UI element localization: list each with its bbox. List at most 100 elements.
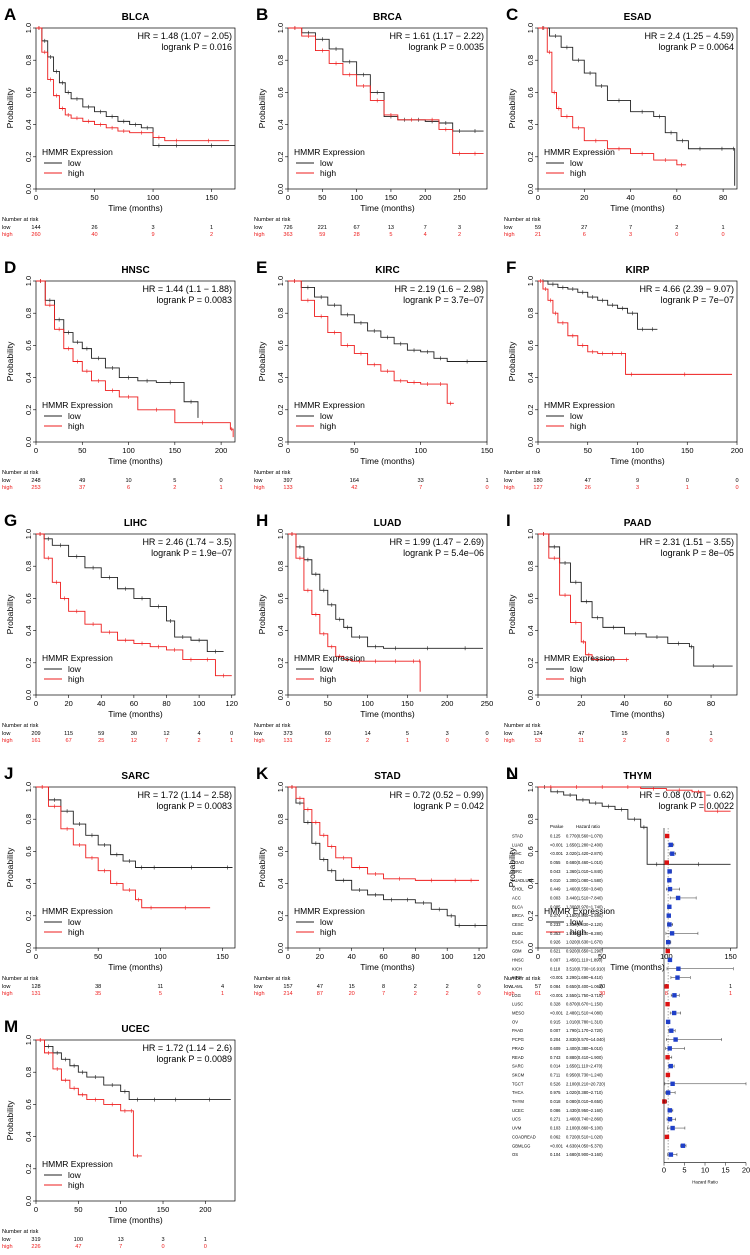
x-tick-label: 150: [724, 952, 737, 961]
forest-row-hr-text: 1.020(0.630~1.670): [566, 940, 603, 945]
risk-count-low: 11: [157, 984, 163, 990]
risk-table-title: Number at risk: [504, 470, 541, 476]
forest-point: [662, 1099, 667, 1104]
panel-title: ESAD: [624, 12, 652, 23]
x-tick-label: 100: [361, 699, 374, 708]
risk-count-high: 1: [221, 991, 224, 997]
risk-count-low: 5: [406, 731, 409, 737]
legend-title: HMMR Expression: [42, 653, 113, 663]
risk-count-low: 157: [283, 984, 292, 990]
forest-row-pvalue: 0.103: [550, 1126, 561, 1131]
forest-row-name: ACC: [512, 895, 521, 900]
risk-row-label-low: low: [2, 225, 11, 231]
panel-letter: N: [506, 764, 518, 783]
forest-row-name: UVM: [512, 1126, 522, 1131]
y-axis-label: Probability: [257, 594, 267, 634]
survival-curve-high: [36, 1039, 142, 1157]
y-axis-label: Probability: [257, 88, 267, 128]
y-tick-label: 0.8: [24, 561, 33, 571]
risk-count-low: 13: [388, 225, 394, 231]
y-tick-label: 0.6: [526, 846, 535, 856]
panel-title: UCEC: [121, 1024, 149, 1035]
x-tick-label: 200: [419, 193, 432, 202]
plot-frame: [537, 280, 738, 443]
y-tick-label: 1.0: [24, 1035, 33, 1045]
x-tick-label: 50: [78, 446, 86, 455]
x-tick-label: 40: [620, 699, 628, 708]
forest-row-pvalue: 0.609: [550, 1046, 561, 1051]
forest-plot-panel: N Pvalue Hazard ratio STAD 0.125 0.770(0.560~…: [506, 764, 750, 1185]
risk-count-high: 2: [623, 738, 626, 744]
y-tick-label: 0.4: [526, 625, 535, 635]
x-tick-label: 0: [34, 699, 38, 708]
risk-count-low: 60: [325, 731, 331, 737]
risk-count-high: 2: [173, 485, 176, 491]
risk-count-low: 38: [95, 984, 101, 990]
forest-row-pvalue: 0.043: [550, 869, 561, 874]
hazard-ratio-text: HR = 1.48 (1.07 − 2.05): [137, 31, 232, 41]
x-tick-label: 0: [34, 1205, 38, 1214]
panel-title: SARC: [121, 771, 149, 782]
forest-x-tick-label: 10: [701, 1166, 709, 1175]
forest-point: [675, 895, 681, 901]
risk-count-low: 0: [686, 478, 689, 484]
forest-row-name: BRCA: [512, 913, 524, 918]
forest-row-hr-text: 1.300(1.080~1.580): [566, 878, 603, 883]
risk-count-low: 1: [709, 731, 712, 737]
x-axis-label: Time (months): [108, 709, 163, 719]
y-tick-label: 1.0: [276, 276, 285, 286]
legend-title: HMMR Expression: [42, 906, 113, 916]
risk-table-title: Number at risk: [2, 1229, 39, 1235]
y-tick-label: 0.4: [276, 119, 285, 129]
risk-count-high: 2: [458, 232, 461, 238]
legend-title: HMMR Expression: [544, 147, 615, 157]
forest-row-name: CHOL: [512, 887, 524, 892]
x-tick-label: 20: [577, 699, 585, 708]
risk-count-low: 8: [382, 984, 385, 990]
forest-row-pvalue: <0.001: [550, 842, 564, 847]
forest-row-pvalue: 0.915: [550, 1019, 561, 1024]
forest-point: [675, 975, 680, 980]
hazard-ratio-text: HR = 1.61 (1.17 − 2.22): [389, 31, 484, 41]
risk-count-high: 3: [629, 232, 632, 238]
risk-count-high: 11: [578, 738, 584, 744]
x-tick-label: 200: [441, 699, 454, 708]
x-tick-label: 150: [681, 446, 694, 455]
y-tick-label: 0.2: [526, 911, 535, 921]
risk-count-low: 1: [722, 225, 725, 231]
y-axis-label: Probability: [5, 1100, 15, 1140]
x-tick-label: 20: [316, 952, 324, 961]
forest-row-name: UCEC: [512, 1108, 524, 1113]
x-axis-label: Time (months): [108, 962, 163, 972]
risk-row-label-low: low: [504, 225, 513, 231]
y-tick-label: 0.4: [276, 625, 285, 635]
forest-row-name: SARC: [512, 1064, 524, 1069]
risk-count-high: 47: [75, 1244, 81, 1250]
legend-title: HMMR Expression: [294, 400, 365, 410]
forest-row-hr-text: 1.460(0.550~3.840): [566, 887, 603, 892]
risk-count-low: 1: [485, 478, 488, 484]
survival-curve-high: [288, 786, 480, 881]
risk-count-high: 30: [599, 991, 605, 997]
forest-row-name: DLBC: [512, 931, 523, 936]
forest-row-hr-text: 1.680(0.900~3.160): [566, 1152, 603, 1157]
x-axis-label: Time (months): [360, 709, 415, 719]
y-tick-label: 1.0: [276, 782, 285, 792]
panel-letter: H: [256, 511, 268, 530]
risk-row-label-low: low: [504, 478, 513, 484]
forest-point: [665, 1019, 671, 1025]
panel-letter: M: [4, 1017, 18, 1036]
forest-row-pvalue: <0.001: [550, 993, 564, 998]
hazard-ratio-text: HR = 2.19 (1.6 − 2.98): [394, 284, 484, 294]
risk-count-high: 2: [366, 738, 369, 744]
risk-count-low: 7: [424, 225, 427, 231]
x-axis-label: Time (months): [610, 456, 665, 466]
risk-count-high: 87: [317, 991, 323, 997]
forest-row-hr-text: 0.680(0.460~1.010): [566, 860, 603, 865]
forest-row-name: SKCM: [512, 1072, 525, 1077]
y-tick-label: 0.6: [276, 846, 285, 856]
x-tick-label: 20: [580, 193, 588, 202]
x-tick-label: 0: [536, 193, 540, 202]
y-tick-label: 0.0: [526, 943, 535, 953]
